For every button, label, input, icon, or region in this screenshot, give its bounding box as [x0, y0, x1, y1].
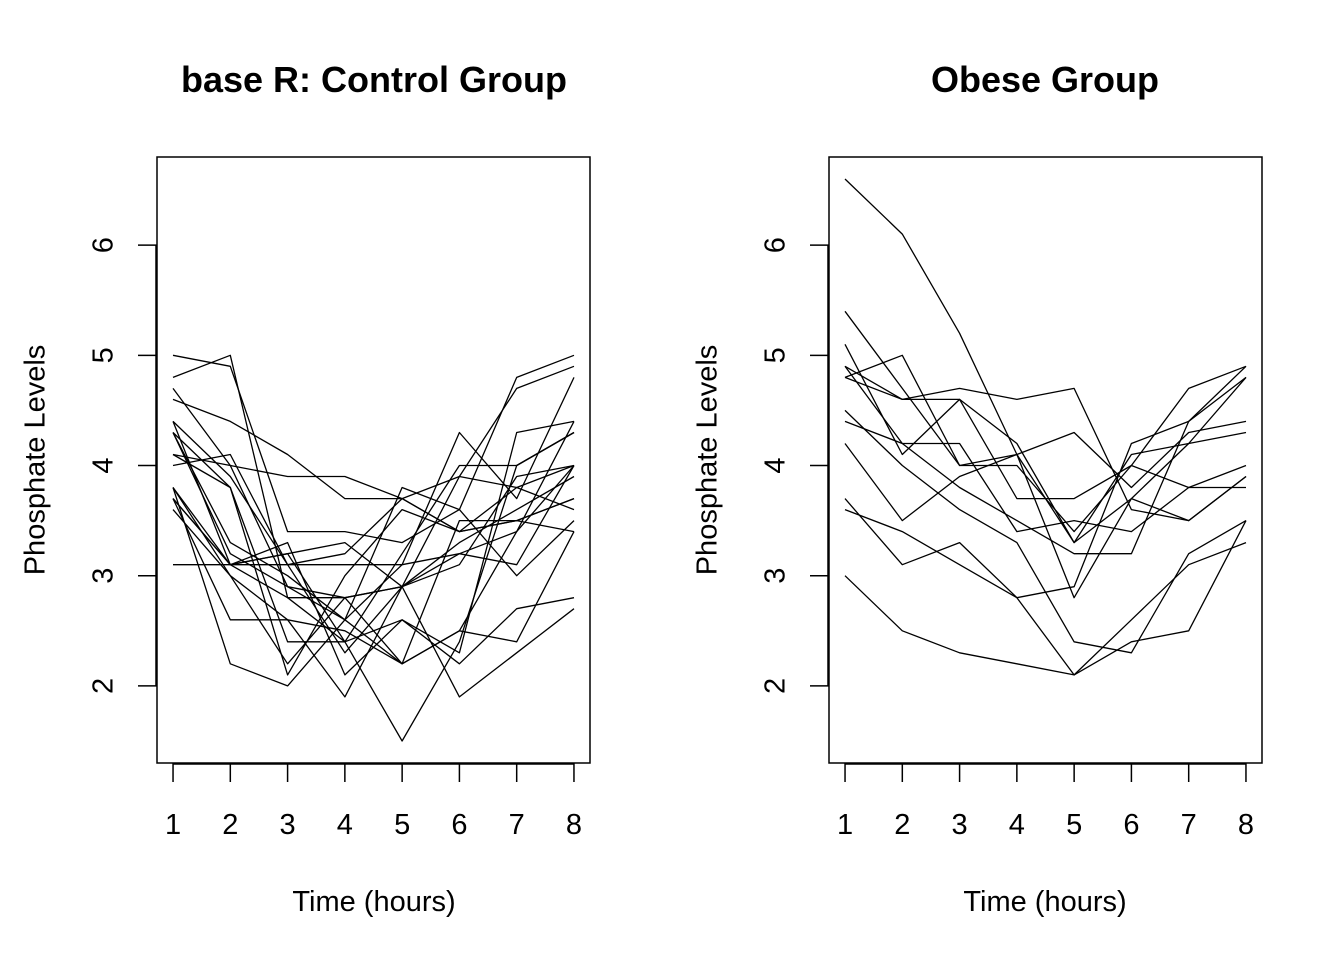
- series-line-2: [172, 465, 575, 698]
- x-tick-label: 5: [1066, 809, 1082, 841]
- y-axis-label: Phosphate Levels: [692, 345, 724, 576]
- series-line-16: [172, 377, 575, 621]
- series-line-3: [172, 453, 575, 654]
- series-line-13: [844, 365, 1247, 522]
- y-tick-label: 3: [88, 568, 120, 584]
- y-axis: 2 3 4 5 6: [760, 237, 829, 694]
- series-line-19: [172, 453, 575, 533]
- y-tick-label: 6: [88, 237, 120, 253]
- series-line-13: [172, 432, 575, 665]
- series-line-18: [172, 431, 575, 643]
- x-tick-label: 6: [1123, 809, 1139, 841]
- y-tick-label: 5: [760, 347, 792, 363]
- series-line-14: [172, 354, 575, 742]
- series-line-11: [172, 420, 575, 676]
- y-axis: 2 3 4 5 6: [88, 237, 157, 694]
- x-tick-label: 4: [1009, 809, 1025, 841]
- series-line-9: [172, 354, 575, 544]
- chart-title: base R: Control Group: [181, 59, 567, 100]
- y-tick-label: 2: [760, 678, 792, 694]
- x-tick-label: 3: [952, 809, 968, 841]
- series-group: [172, 354, 575, 742]
- series-line-3: [844, 344, 1247, 544]
- chart-title: Obese Group: [931, 59, 1159, 100]
- x-axis-label: Time (hours): [963, 886, 1126, 918]
- y-tick-label: 6: [760, 237, 792, 253]
- x-tick-label: 3: [280, 809, 296, 841]
- x-tick-label: 7: [509, 809, 525, 841]
- series-line-10: [844, 376, 1247, 599]
- x-axis: 1 2 3 4 5 6 7 8: [165, 763, 582, 841]
- x-tick-label: 7: [1181, 809, 1197, 841]
- series-line-6: [172, 486, 575, 687]
- x-tick-label: 2: [894, 809, 910, 841]
- y-tick-label: 3: [760, 568, 792, 584]
- x-tick-label: 1: [165, 809, 181, 841]
- series-group: [844, 178, 1247, 676]
- series-line-12: [844, 541, 1247, 676]
- control-group-panel: base R: Control Group 1 2 3 4 5 6 7 8 2 3 4 5 6 Time (…: [20, 59, 591, 918]
- x-tick-label: 6: [451, 809, 467, 841]
- series-line-15: [173, 365, 575, 566]
- series-line-6: [844, 376, 1246, 500]
- series-line-4: [844, 365, 1247, 533]
- x-axis: 1 2 3 4 5 6 7 8: [837, 763, 1254, 841]
- y-axis-label: Phosphate Levels: [20, 345, 52, 576]
- series-line-20: [172, 498, 575, 665]
- series-line-11: [844, 508, 1247, 676]
- plot-frame: [828, 156, 1263, 764]
- y-tick-label: 4: [760, 457, 792, 473]
- y-tick-label: 5: [88, 347, 120, 363]
- obese-group-panel: Obese Group 1 2 3 4 5 6 7 8 2 3 4 5 6 Time (hours) Phos…: [692, 59, 1263, 918]
- x-tick-label: 1: [837, 809, 853, 841]
- y-tick-label: 2: [88, 678, 120, 694]
- x-axis-label: Time (hours): [292, 886, 455, 918]
- series-line-2: [844, 310, 1247, 599]
- x-tick-label: 2: [222, 809, 238, 841]
- series-line-9: [844, 420, 1247, 522]
- y-tick-label: 4: [88, 457, 120, 473]
- series-line-8: [844, 365, 1247, 555]
- x-tick-label: 5: [394, 809, 410, 841]
- plot-frame: [156, 156, 591, 764]
- x-tick-label: 4: [337, 809, 353, 841]
- series-line-7: [172, 487, 575, 665]
- x-tick-label: 8: [1238, 809, 1254, 841]
- x-tick-label: 8: [566, 809, 582, 841]
